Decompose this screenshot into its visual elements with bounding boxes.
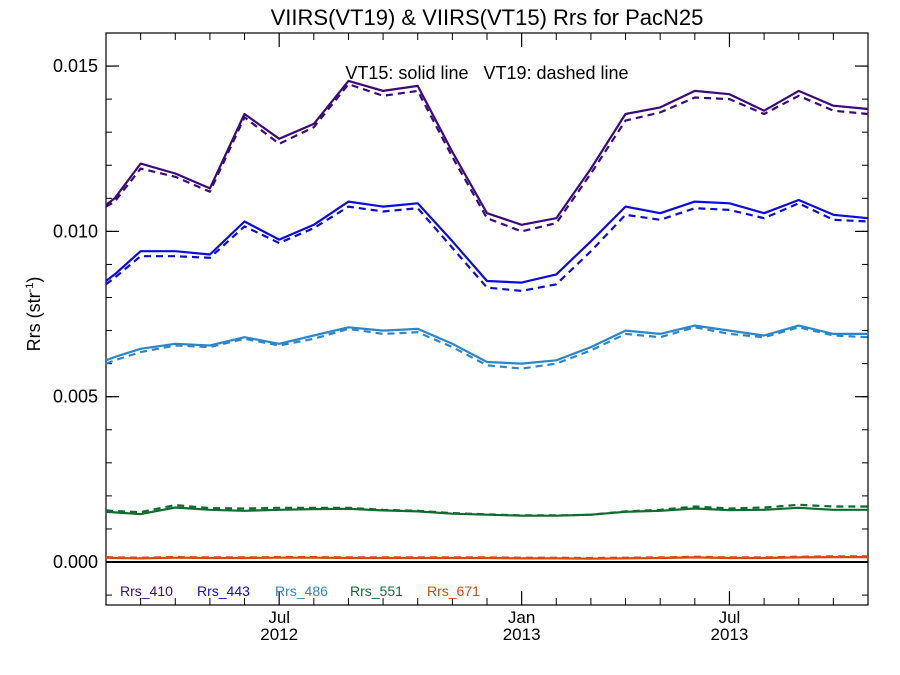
x-tick-month-label: Jul	[268, 608, 290, 627]
plot-area: 0.0000.0050.0100.015Jul2012Jan2013Jul201…	[53, 32, 869, 644]
series-line-vt19-rrs_443	[105, 202, 869, 292]
x-tick-year-label: 2012	[260, 625, 298, 644]
series-line-vt19-rrs_486	[105, 326, 869, 370]
y-tick-label: 0.010	[53, 221, 98, 241]
x-tick-year-label: 2013	[711, 625, 749, 644]
x-tick-month-label: Jan	[508, 608, 535, 627]
y-tick-label: 0.015	[53, 56, 98, 76]
series-line-vt15-rrs_443	[105, 198, 869, 284]
legend-entry-rrs_443: Rrs_443	[197, 583, 250, 599]
y-axis-label-close: )	[24, 277, 44, 283]
y-axis-label: Rrs (str-1)	[24, 277, 44, 352]
series-line-vt15-rrs_410	[105, 79, 869, 226]
y-tick-label: 0.005	[53, 387, 98, 407]
y-axis-label-main: Rrs (str	[24, 292, 44, 351]
series-line-vt15-rrs_486	[105, 324, 868, 365]
legend-entry-rrs_410: Rrs_410	[120, 583, 173, 599]
plot-frame	[105, 32, 869, 606]
legend-entry-rrs_551: Rrs_551	[350, 583, 403, 599]
legend: Rrs_410 Rrs_443 Rrs_486 Rrs_551 Rrs_671	[120, 583, 480, 599]
series-line-vt19-rrs_551	[105, 503, 868, 517]
line-style-annotation: VT15: solid line VT19: dashed line	[345, 63, 628, 83]
x-tick-year-label: 2013	[503, 625, 541, 644]
chart-title: VIIRS(VT19) & VIIRS(VT15) Rrs for PacN25	[271, 5, 704, 30]
series-lines	[105, 79, 869, 560]
legend-entry-rrs_671: Rrs_671	[427, 583, 480, 599]
x-tick-month-label: Jul	[719, 608, 741, 627]
legend-entry-rrs_486: Rrs_486	[275, 583, 328, 599]
y-axis-label-superscript: -1	[24, 283, 36, 293]
y-tick-label: 0.000	[53, 552, 98, 572]
series-line-vt19-rrs_671	[105, 555, 868, 560]
